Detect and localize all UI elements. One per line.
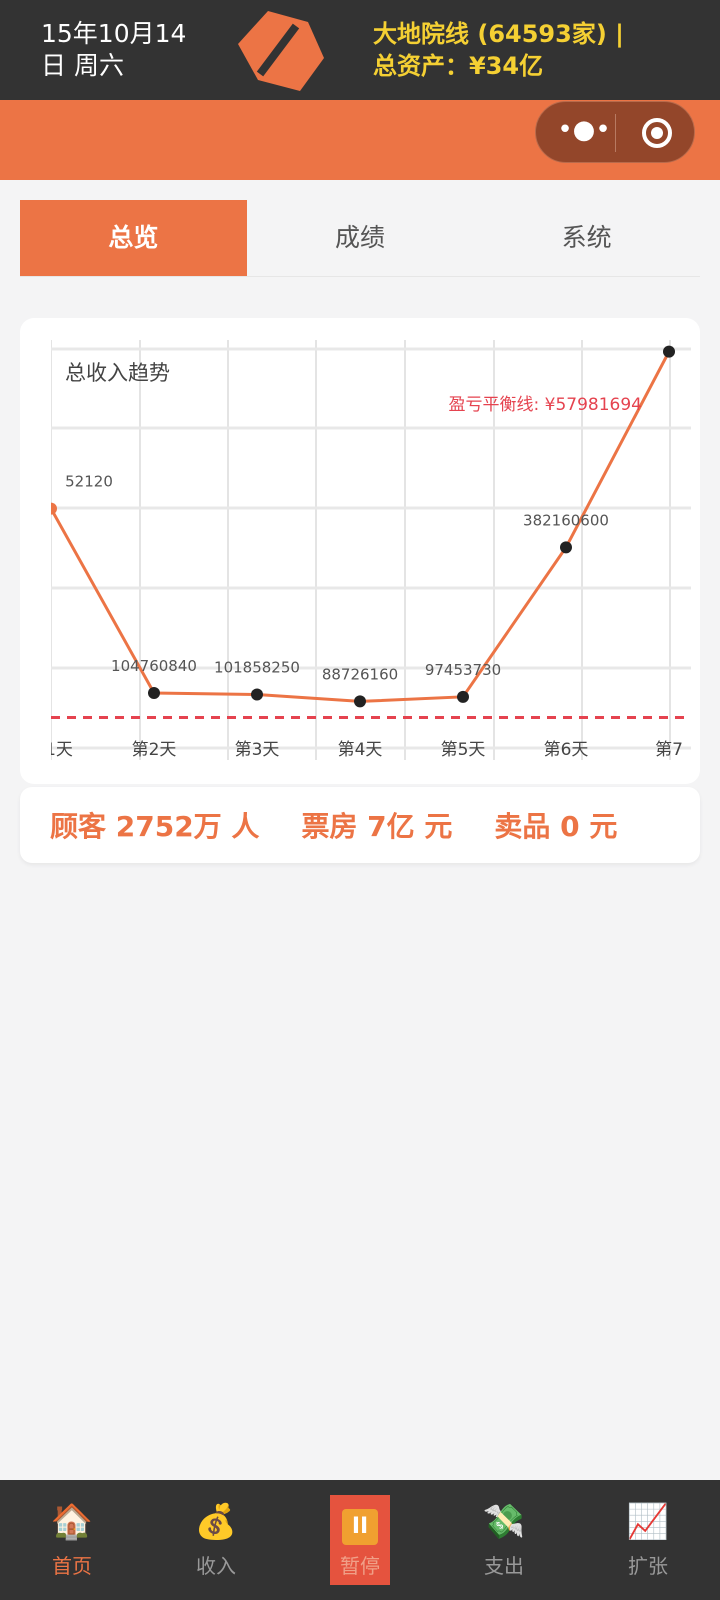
capsule-divider [615, 114, 616, 152]
nav-label: 扩张 [628, 1554, 668, 1578]
customers-stat: 顾客 2752万 人 [50, 810, 260, 843]
data-point [251, 688, 263, 701]
company-info: 大地院线 (64593家) | 总资产：¥34亿 [373, 18, 624, 82]
x-tick-label: 第4天 [338, 740, 383, 760]
total-assets: 总资产：¥34亿 [373, 52, 544, 80]
revenue-line-chart: 52120 1天 104760840 第2天 101858250 第3天 88726160 第… [45, 340, 691, 760]
nav-label: 收入 [196, 1554, 236, 1578]
house-icon: 🏠 [50, 1502, 94, 1542]
data-point [560, 541, 572, 554]
data-label: 382160600 [523, 511, 609, 529]
stats-bar: 顾客 2752万 人 票房 7亿 元 卖品 0 元 [20, 787, 700, 863]
nav-label: 暂停 [340, 1554, 380, 1578]
tab-overview[interactable]: 总览 [20, 200, 247, 276]
date-line2: 日 周六 [41, 51, 124, 80]
x-tick-label: 第3天 [235, 740, 280, 760]
x-tick-label: 第7 [655, 740, 683, 760]
data-point [663, 345, 675, 358]
nav-label: 首页 [52, 1554, 92, 1578]
chart-up-icon: 📈 [626, 1502, 670, 1542]
x-tick-label: 1天 [45, 740, 73, 760]
breakeven-label: 盈亏平衡线: ¥57981694 [449, 395, 642, 415]
hexagon-slash-logo [238, 11, 324, 91]
nav-expand[interactable]: 📈 扩张 [576, 1480, 720, 1600]
data-label: 104760840 [111, 657, 197, 675]
pause-icon: II [288, 1502, 432, 1545]
box-office-stat: 票房 7亿 元 [301, 810, 453, 843]
tab-bar: 总览 成绩 系统 [20, 200, 700, 277]
bottom-nav: 🏠 首页 💰 收入 II 暂停 💸 支出 📈 扩张 [0, 1480, 720, 1600]
company-name: 大地院线 (64593家) | [373, 20, 624, 48]
game-date: 15年10月14 日 周六 [41, 18, 201, 82]
data-point [354, 695, 366, 708]
data-label: 97453730 [425, 661, 501, 679]
nav-pause[interactable]: II 暂停 [288, 1480, 432, 1600]
data-point [457, 690, 469, 703]
data-point [51, 502, 57, 515]
x-tick-label: 第2天 [132, 740, 177, 760]
more-dots-icon[interactable]: •●• [557, 115, 611, 145]
tab-system[interactable]: 系统 [561, 223, 612, 252]
nav-label: 支出 [484, 1554, 524, 1578]
data-label: 101858250 [214, 659, 300, 677]
nav-home[interactable]: 🏠 首页 [0, 1480, 144, 1600]
status-header: 15年10月14 日 周六 大地院线 (64593家) | 总资产：¥34亿 [0, 0, 720, 100]
concessions-stat: 卖品 0 元 [494, 810, 618, 843]
date-line1: 15年10月14 [41, 19, 187, 48]
money-bag-icon: 💰 [194, 1502, 238, 1542]
data-label: 52120 [65, 473, 113, 491]
data-label: 88726160 [322, 665, 398, 683]
x-tick-label: 第6天 [544, 740, 589, 760]
data-point [148, 687, 160, 700]
chart-card: 52120 1天 104760840 第2天 101858250 第3天 88726160 第… [20, 318, 700, 784]
nav-income[interactable]: 💰 收入 [144, 1480, 288, 1600]
mini-program-capsule: •●• [535, 101, 695, 163]
target-circle-icon[interactable] [642, 118, 672, 148]
x-tick-label: 第5天 [441, 740, 486, 760]
chart-title: 总收入趋势 [65, 361, 170, 385]
tab-results[interactable]: 成绩 [335, 223, 386, 252]
money-wings-icon: 💸 [482, 1502, 526, 1542]
nav-expense[interactable]: 💸 支出 [432, 1480, 576, 1600]
